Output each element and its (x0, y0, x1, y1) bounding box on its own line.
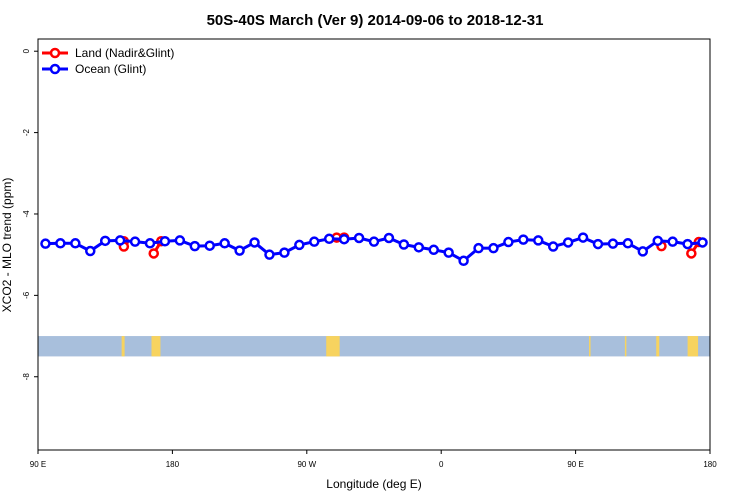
land-patch (326, 336, 340, 357)
land-patch (151, 336, 161, 357)
legend: Land (Nadir&Glint) Ocean (Glint) (42, 46, 174, 76)
series-ocean-point (234, 245, 245, 256)
series-ocean-point (562, 237, 574, 248)
series-ocean-point (323, 233, 335, 245)
series-ocean-point (114, 235, 126, 246)
x-tick-label: 90 W (297, 460, 316, 469)
x-tick-label: 180 (703, 460, 717, 469)
legend-land-label: Land (Nadir&Glint) (75, 46, 174, 60)
x-axis-label: Longitude (deg E) (326, 477, 421, 491)
series-ocean-point (338, 233, 350, 245)
series-ocean-point (99, 235, 111, 247)
series-ocean-point (458, 255, 469, 267)
series-ocean-point (577, 232, 589, 243)
series-ocean-point (70, 238, 81, 249)
y-tick-label: -4 (22, 210, 31, 218)
series-layer (40, 232, 708, 267)
series-ocean-point (398, 239, 410, 250)
plot-frame (37, 38, 711, 451)
series-ocean-point (174, 235, 186, 246)
land-patch (624, 336, 627, 357)
series-ocean-point (473, 242, 484, 254)
series-ocean-point (488, 242, 499, 254)
series-ocean-point (547, 241, 559, 252)
legend-ocean-label: Ocean (Glint) (75, 62, 146, 76)
series-ocean-point (144, 238, 156, 249)
series-ocean-point (607, 238, 619, 249)
legend-land-marker (49, 47, 61, 59)
series-ocean-point (279, 247, 290, 258)
series-ocean-point (353, 232, 365, 244)
land-patch (589, 336, 591, 357)
series-ocean-point (249, 237, 260, 248)
y-tick-label: -6 (22, 291, 31, 299)
series-ocean-point (428, 244, 439, 256)
series-ocean-point (413, 242, 425, 253)
series-ocean-point (592, 238, 604, 250)
series-ocean-point (652, 235, 663, 247)
land-patch (121, 336, 125, 357)
series-land-point (148, 248, 159, 259)
series-ocean-point (129, 236, 141, 247)
plot-area (37, 38, 711, 451)
series-ocean-point (533, 235, 544, 246)
legend-ocean-marker (49, 63, 61, 75)
series-ocean-point (622, 238, 634, 249)
chart-title: 50S-40S March (Ver 9) 2014-09-06 to 2018… (207, 12, 544, 29)
ocean-band (38, 336, 710, 357)
series-ocean-point (204, 240, 215, 251)
series-ocean-point (383, 232, 395, 244)
series-ocean-point (443, 247, 454, 258)
y-tick-label: 0 (22, 48, 31, 53)
y-axis-label: XCO2 - MLO trend (ppm) (0, 178, 14, 313)
series-ocean-point (85, 245, 96, 257)
y-axis: 0 -2 -4 -6 -8 (22, 48, 38, 380)
series-ocean-point (368, 236, 380, 247)
series-land-point (686, 248, 697, 259)
land-ocean-band (38, 336, 710, 357)
series-ocean-point (189, 240, 201, 252)
x-tick-label: 0 (439, 460, 444, 469)
series-ocean (40, 232, 708, 267)
series-ocean-point (667, 236, 678, 247)
x-tick-label: 90 E (30, 460, 46, 469)
x-axis: 90 E 180 90 W 0 90 E 180 (30, 450, 717, 469)
series-ocean-point (518, 234, 529, 245)
series-ocean-point (682, 238, 693, 250)
series-ocean-point (40, 238, 51, 249)
x-tick-label: 90 E (567, 460, 583, 469)
series-ocean-point (637, 246, 649, 257)
series-ocean-point (55, 238, 66, 249)
land-patch (656, 336, 660, 357)
series-ocean-point (309, 236, 320, 247)
series-ocean-point (219, 238, 230, 249)
y-tick-label: -8 (22, 373, 31, 381)
series-ocean-point (294, 239, 305, 251)
series-ocean-point (503, 236, 514, 248)
series-ocean-point (697, 237, 708, 248)
y-tick-label: -2 (22, 128, 31, 136)
series-ocean-point (264, 249, 275, 260)
land-patch (687, 336, 699, 357)
x-tick-label: 180 (166, 460, 180, 469)
series-ocean-point (159, 235, 171, 247)
